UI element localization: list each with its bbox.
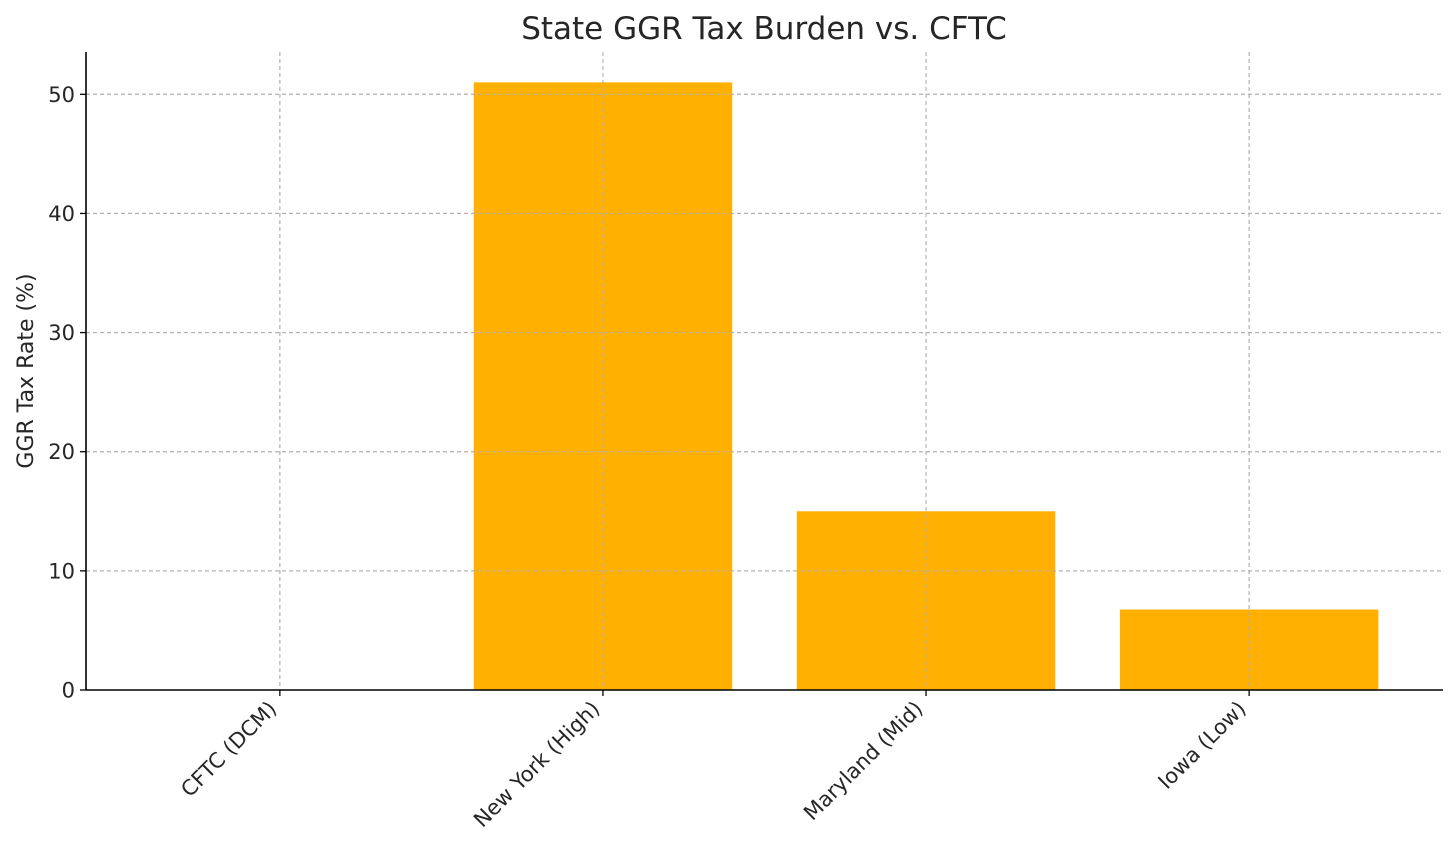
x-tick-label: Maryland (Mid) [799, 697, 928, 826]
y-tick-label: 20 [48, 440, 75, 464]
y-tick-label: 50 [48, 83, 75, 107]
x-tick-label: Iowa (Low) [1153, 697, 1250, 794]
x-tick-label: New York (High) [469, 697, 604, 832]
x-tick-label: CFTC (DCM) [176, 697, 281, 802]
bar-1 [473, 82, 733, 690]
grid [86, 52, 1443, 691]
chart-title: State GGR Tax Burden vs. CFTC [521, 11, 1007, 47]
x-ticks: CFTC (DCM) New York (High) Maryland (Mid) I… [176, 690, 1251, 832]
y-axis-label: GGR Tax Rate (%) [14, 273, 39, 468]
y-tick-label: 10 [48, 559, 75, 583]
axes [85, 52, 1443, 691]
y-tick-label: 40 [48, 202, 75, 226]
y-ticks: 0 10 20 30 40 50 [48, 83, 86, 703]
y-tick-label: 30 [48, 321, 75, 345]
bars [86, 52, 1443, 690]
y-tick-label: 0 [62, 679, 75, 703]
